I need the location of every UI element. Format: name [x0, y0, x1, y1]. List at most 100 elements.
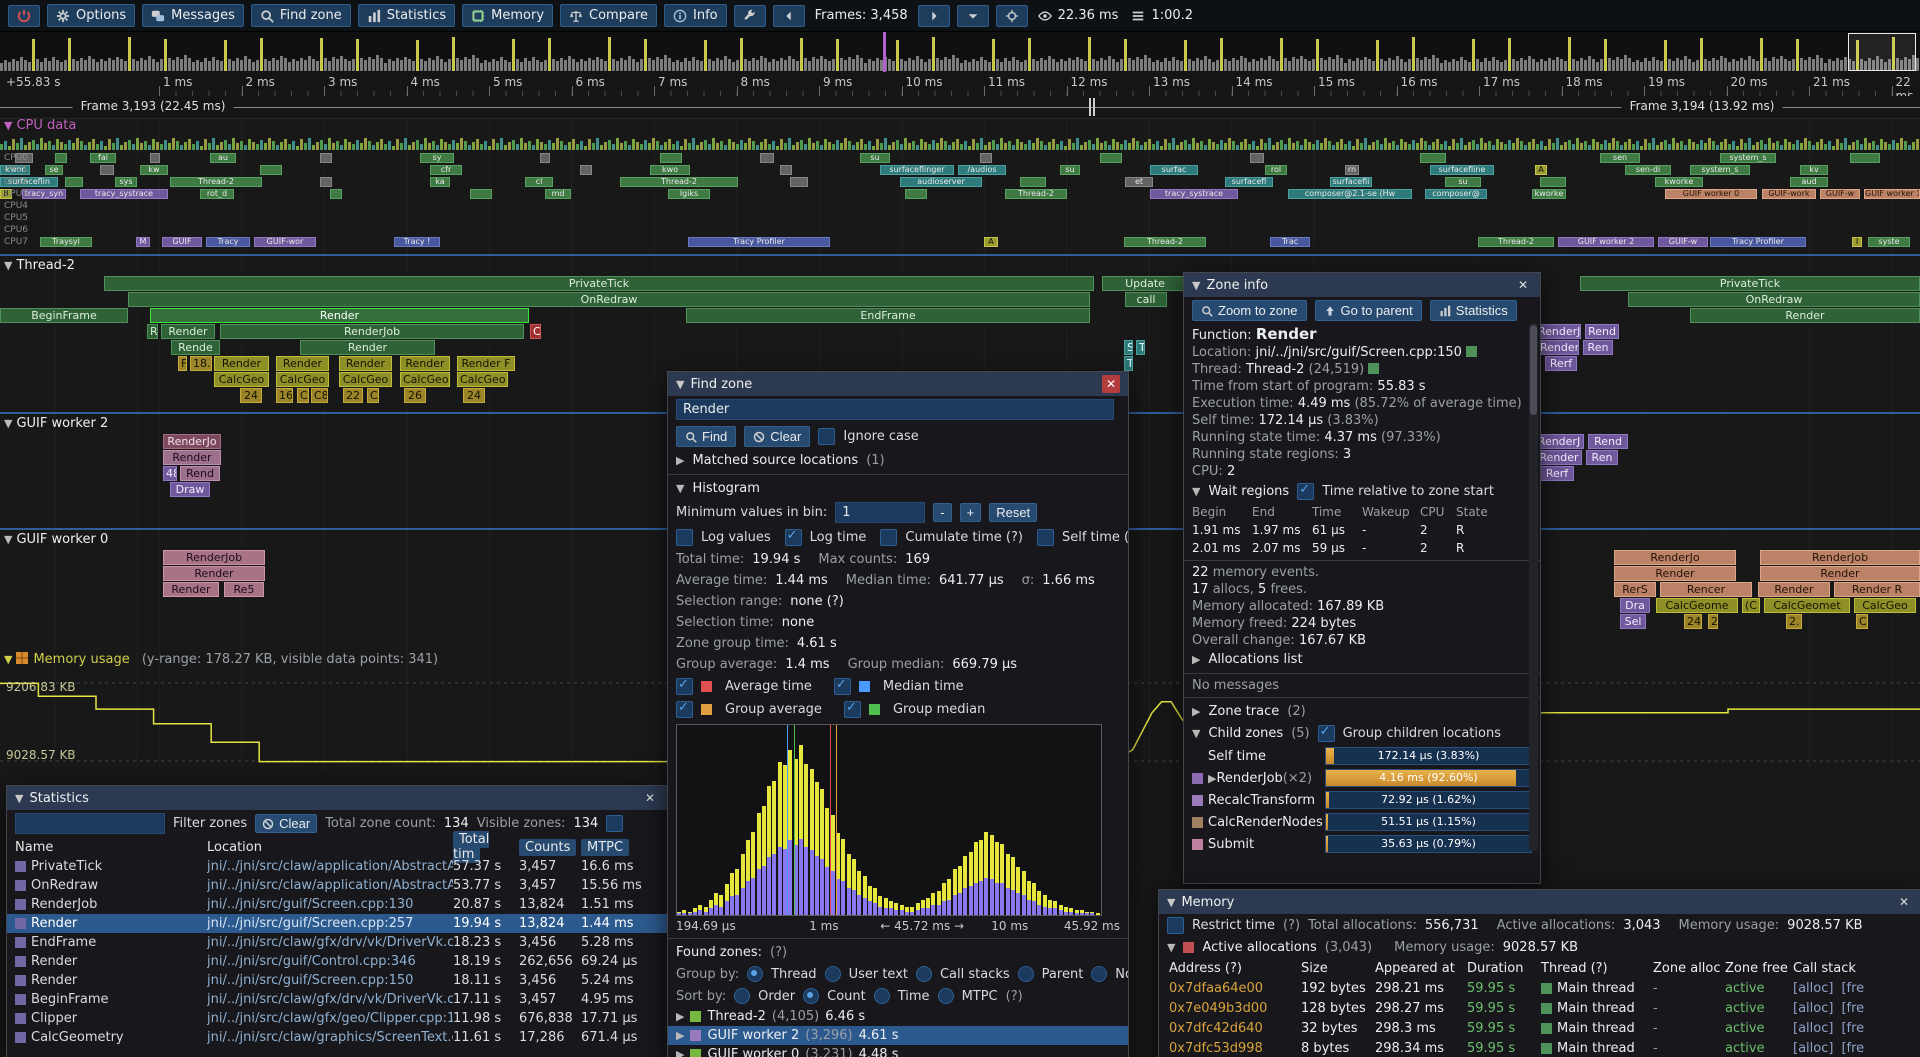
close-icon[interactable]: ✕ [1898, 895, 1910, 909]
timeline-zone[interactable]: CalcGeo [276, 372, 329, 387]
timeline-zone[interactable]: RenderJob [220, 324, 524, 339]
cpu-zone[interactable]: Tracy ! [394, 237, 440, 247]
cpu-zone[interactable] [1020, 177, 1046, 187]
timeline-zone[interactable]: CalcGeomet [1764, 598, 1850, 613]
free-link[interactable]: [fre [1841, 1040, 1865, 1056]
toolbar-find-zone[interactable]: Find zone [250, 4, 351, 27]
option-checkbox[interactable] [880, 529, 898, 546]
timeline-zone[interactable]: T [1124, 356, 1133, 371]
cpu-zone[interactable] [330, 189, 342, 199]
cpu-zone[interactable]: rn [1345, 165, 1359, 175]
alloc-link[interactable]: [alloc] [1793, 1000, 1834, 1016]
cpu-zone[interactable]: Thread-2 [1478, 237, 1554, 247]
timeline-zone[interactable]: EndFrame [686, 308, 1090, 323]
child-zone-row[interactable]: Self time 172.14 µs (3.83%) [1184, 745, 1540, 767]
timeline-zone[interactable]: PrivateTick [1580, 276, 1920, 291]
cpu-data-header[interactable]: ▼ CPU data [4, 118, 76, 133]
stats-col-header[interactable]: Name [15, 839, 54, 855]
timeline-zone[interactable]: Ren [1583, 340, 1613, 355]
timeline-zone[interactable]: Render [339, 356, 392, 371]
group-by-radio[interactable] [915, 966, 932, 982]
alloc-link[interactable]: [alloc] [1793, 980, 1834, 996]
timeline-zone[interactable]: RenderJob [1760, 550, 1920, 565]
cpu-zone[interactable]: Thread-2 [170, 177, 262, 187]
collapse-icon[interactable]: ▼ [1167, 941, 1176, 954]
legend-checkbox[interactable] [833, 677, 851, 695]
timeline-zone[interactable]: 48 [163, 466, 177, 481]
cpu-zone[interactable]: Tracy Profiler [1710, 237, 1806, 247]
timeline-zone[interactable]: OnRedraw [128, 292, 1090, 307]
cpu-zone[interactable]: GUIF worker 0 [1665, 189, 1757, 199]
timeline-zone[interactable]: RenderJob [163, 550, 265, 565]
toolbar-zoom-fit[interactable] [995, 4, 1028, 27]
toolbar-tools[interactable] [733, 4, 766, 27]
stats-col-header[interactable]: Counts [519, 838, 581, 856]
group-by-radio[interactable] [1017, 966, 1034, 982]
cpu-zone[interactable] [660, 153, 682, 163]
child-zone-row[interactable]: ▶ RenderJob (×2) 4.16 ms (92.60%) [1184, 767, 1540, 789]
cpu-zone[interactable]: Thread-2 [1005, 189, 1067, 199]
cpu-zone[interactable]: ka [430, 177, 450, 187]
timeline-zone[interactable]: RerS [1614, 582, 1656, 597]
collapse-icon[interactable]: ▼ [1192, 727, 1201, 740]
timeline-zone[interactable]: Rencer [1660, 582, 1752, 597]
cpu-zone[interactable] [260, 165, 282, 175]
close-icon[interactable]: ✕ [644, 791, 656, 805]
cpu-zone[interactable]: GUIF-w [1658, 237, 1708, 247]
cpu-zone[interactable]: system_s [1690, 165, 1750, 175]
zoom-to-zone-button[interactable]: Zoom to zone [1192, 300, 1307, 321]
collapse-icon[interactable]: ▼ [676, 377, 685, 391]
cpu-zone[interactable]: I [1852, 237, 1862, 247]
cpu-zone[interactable]: GUIF worker 2 [1558, 237, 1654, 247]
option-checkbox[interactable] [784, 528, 802, 546]
cpu-zone[interactable]: su [1445, 177, 1481, 187]
frame-label[interactable]: Frame 3,194 (13.92 ms) [1621, 99, 1783, 113]
expand-icon[interactable]: ▶ [676, 454, 685, 467]
cpu-zone[interactable] [470, 189, 492, 199]
allocation-row[interactable]: 0x7e049b3d00 128 bytes 298.27 ms 59.95 s Mai… [1159, 998, 1920, 1018]
alloc-col-header[interactable]: Size [1301, 960, 1328, 976]
min-bin-increase-button[interactable]: + [959, 503, 982, 522]
expand-icon[interactable]: ▶ [1192, 653, 1201, 666]
timeline-zone[interactable]: Rend [1588, 434, 1628, 449]
timeline-zone[interactable]: Dra [1620, 598, 1650, 613]
stats-row[interactable]: RenderJob jni/../jni/src/guif/Screen.cpp:… [7, 895, 667, 914]
cpu-zone[interactable]: se [45, 165, 63, 175]
alloc-col-header[interactable]: Call stack [1793, 960, 1856, 976]
stats-col-header[interactable]: MTPC [581, 838, 651, 856]
timeline-zone[interactable]: Render [1614, 566, 1736, 581]
memory-titlebar[interactable]: ▼ Memory ✕ [1159, 890, 1920, 914]
toolbar-statistics[interactable]: Statistics [357, 4, 456, 27]
alloc-col-header[interactable]: Address (?) [1169, 960, 1242, 976]
frame-label[interactable]: Frame 3,193 (22.45 ms) [72, 99, 234, 113]
cpu-zone[interactable]: tracy_systrace [80, 189, 168, 199]
timeline-zone[interactable]: Rerf [1540, 466, 1574, 481]
timeline-zone[interactable]: 2. [1786, 614, 1802, 629]
cpu-zone[interactable] [780, 165, 792, 175]
location-value[interactable]: jni/../jni/src/guif/Screen.cpp:150 [1255, 345, 1462, 360]
timeline-zone[interactable]: Render [1536, 450, 1582, 465]
timeline-zone[interactable]: Render [400, 356, 450, 371]
toolbar-messages[interactable]: Messages [142, 4, 244, 27]
statistics-button[interactable]: Statistics [1429, 300, 1517, 321]
zone-info-titlebar[interactable]: ▼ Zone info ✕ [1184, 273, 1540, 297]
time-relative-checkbox[interactable] [1297, 482, 1315, 500]
cpu-zone[interactable]: cfr [430, 165, 462, 175]
cpu-zone[interactable] [540, 153, 550, 163]
cpu-zone[interactable]: sen-di [1625, 165, 1671, 175]
toolbar-options[interactable]: Options [47, 4, 136, 27]
collapse-icon[interactable]: ▼ [1167, 895, 1176, 909]
group-by-radio[interactable] [1091, 966, 1108, 982]
timeline-zone[interactable]: 18. [190, 356, 212, 371]
cpu-zone[interactable] [320, 153, 332, 163]
cpu-zone[interactable]: tracy_systrace [1150, 189, 1238, 199]
thread-header[interactable]: ▼ Thread-2 [4, 258, 75, 273]
cpu-zone[interactable] [150, 153, 160, 163]
alloc-address[interactable]: 0x7dfc53d998 [1169, 1040, 1263, 1056]
cpu-zone[interactable] [65, 177, 83, 187]
cpu-zone[interactable]: kwo [650, 165, 690, 175]
close-icon[interactable]: ✕ [1102, 375, 1120, 393]
min-bin-input[interactable] [835, 502, 926, 523]
timeline-zone[interactable]: Sel [1620, 614, 1646, 629]
legend-checkbox[interactable] [676, 700, 693, 718]
